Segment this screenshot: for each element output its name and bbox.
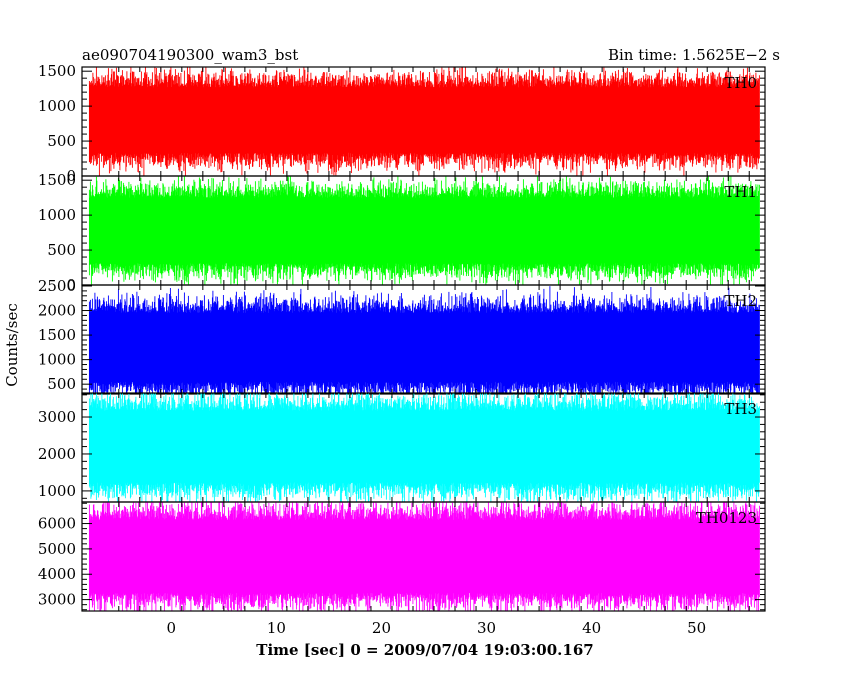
panel-th0: 0 500 1000 1500 TH0	[38, 62, 766, 185]
panel-th1: 0 500 1000 1500 TH1	[38, 171, 766, 294]
x-axis-label: Time [sec] 0 = 2009/07/04 19:03:00.167	[256, 641, 593, 659]
panel-th3: 1000 2000 3000 TH3	[38, 392, 766, 503]
y-tick-label: 3000	[38, 408, 76, 426]
y-tick-label: 4000	[38, 565, 76, 583]
x-tick-label: 40	[582, 619, 601, 637]
panel-th0123: 3000 4000 5000 6000 TH0123	[38, 501, 766, 612]
panel-label-th2: TH2	[724, 292, 757, 310]
bin-time-label: Bin time: 1.5625E−2 s	[608, 46, 780, 64]
x-tick-label: 50	[687, 619, 706, 637]
panel-label-th0: TH0	[724, 74, 757, 92]
y-tick-label: 2500	[38, 277, 76, 295]
y-tick-label: 1000	[38, 206, 76, 224]
series-line-th3	[88, 393, 760, 502]
y-tick-label: 500	[47, 241, 76, 259]
y-tick-label: 5000	[38, 540, 76, 558]
y-tick-label: 0	[66, 167, 76, 185]
y-tick-label: 2000	[38, 445, 76, 463]
series-line-th2	[88, 286, 760, 394]
series-line-th1	[88, 176, 760, 285]
panel-label-th0123: TH0123	[696, 509, 757, 527]
y-tick-label: 500	[47, 132, 76, 150]
x-tick-label: 20	[372, 619, 391, 637]
panels-group: 050010001500TH0050010001500TH15001000150…	[38, 62, 766, 637]
y-tick-label: 1500	[38, 171, 76, 189]
series-line-th0123	[88, 502, 760, 611]
y-axis-label: Counts/sec	[3, 303, 21, 387]
x-tick-label: 10	[267, 619, 286, 637]
y-tick-label: 3000	[38, 591, 76, 609]
y-tick-label: 1500	[38, 326, 76, 344]
y-tick-label: 500	[47, 375, 76, 393]
chart-title: ae090704190300_wam3_bst	[82, 46, 298, 64]
y-tick-label: 2000	[38, 302, 76, 320]
y-tick-label: 1000	[38, 97, 76, 115]
panel-th2: 500 1000 1500 2000 2500 TH2	[38, 277, 766, 395]
series-line-th0	[88, 67, 760, 176]
y-tick-label: 1000	[38, 351, 76, 369]
x-tick-label: 0	[167, 619, 177, 637]
y-tick-label: 0	[66, 276, 76, 294]
x-tick-label: 30	[477, 619, 496, 637]
y-tick-label: 1000	[38, 482, 76, 500]
y-tick-label: 6000	[38, 515, 76, 533]
panel-label-th3: TH3	[724, 400, 757, 418]
panel-label-th1: TH1	[724, 183, 757, 201]
panel-frame	[81, 501, 766, 612]
y-tick-label: 1500	[38, 62, 76, 80]
